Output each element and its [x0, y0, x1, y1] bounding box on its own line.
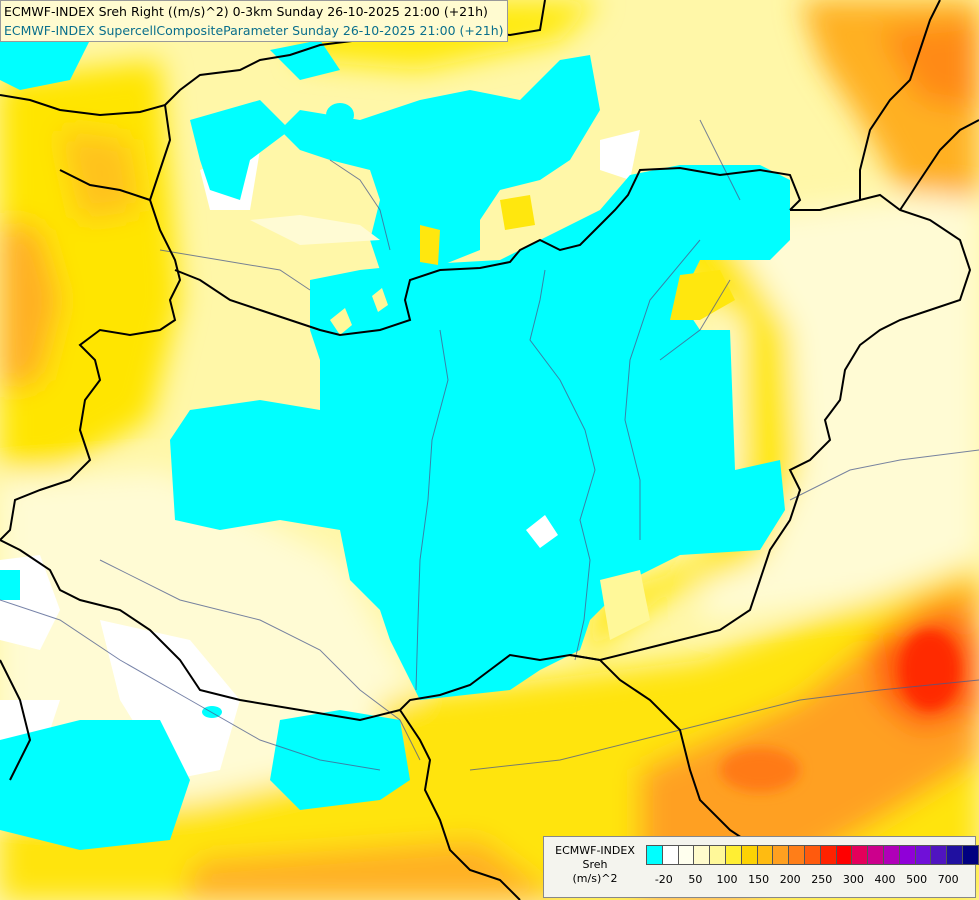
legend-swatch [677, 845, 695, 865]
legend-swatch [709, 845, 726, 865]
legend-swatch [883, 845, 900, 865]
river-danube [415, 329, 449, 691]
cyan-west-small [0, 570, 20, 600]
legend-swatch [851, 845, 869, 865]
legend-tick: 700 [937, 873, 959, 886]
border-serbia-east [569, 654, 761, 851]
legend-swatch [725, 845, 742, 865]
legend-swatch [930, 845, 948, 865]
border-sw [0, 659, 32, 781]
legend-swatch [867, 845, 884, 865]
legend-swatch [804, 845, 821, 865]
legend-swatch [788, 845, 805, 865]
legend-title-line-2: Sreh [582, 858, 608, 871]
legend-swatch [946, 845, 963, 865]
border-hungary-north [174, 166, 802, 337]
river-south [469, 679, 979, 771]
legend-swatch [819, 845, 837, 865]
cyan-north-area [280, 55, 600, 270]
river-west [159, 249, 311, 291]
cyan-south-area [270, 710, 410, 810]
legend-title-line-1: ECMWF-INDEX [555, 844, 635, 857]
sreh-max-core [720, 630, 960, 792]
cyan-holes [250, 195, 735, 640]
legend-swatch [661, 845, 679, 865]
legend-tick: -20 [654, 873, 673, 886]
legend-tick: 200 [779, 873, 801, 886]
legend-swatch [772, 845, 790, 865]
legend-swatch [740, 845, 758, 865]
border-ne [859, 0, 941, 200]
legend-tick: 300 [842, 873, 864, 886]
supercell-parameter-area [0, 40, 790, 850]
legend-swatch [898, 845, 916, 865]
legend-title: ECMWF-INDEX Sreh (m/s)^2 [546, 844, 644, 886]
border-austria-cz [59, 169, 151, 201]
legend-tick: 250 [811, 873, 833, 886]
cyan-main-area [170, 165, 790, 700]
river-ne [699, 119, 741, 201]
border-serbia-west [399, 709, 521, 900]
legend-tick: 500 [906, 873, 928, 886]
color-legend: ECMWF-INDEX Sreh (m/s)^2 -20 50 100 150 200 2… [543, 836, 979, 898]
legend-title-line-3: (m/s)^2 [572, 872, 618, 885]
cyan-far-nw [0, 40, 90, 90]
legend-swatch [756, 845, 774, 865]
river-east3 [659, 279, 731, 361]
legend-swatch [835, 845, 853, 865]
border-croatia [0, 539, 401, 722]
legend-swatch [962, 845, 979, 865]
river-drava [99, 559, 421, 761]
river-east2 [789, 449, 979, 501]
legend-tick: 50 [688, 873, 703, 886]
border-ne-2 [899, 119, 979, 211]
cyan-north-small [270, 40, 340, 80]
border-west [0, 94, 182, 541]
river-north [329, 159, 391, 251]
cyan-sw-area [0, 720, 190, 850]
legend-tick: 400 [874, 873, 896, 886]
legend-swatch [914, 845, 932, 865]
cyan-nw-area [190, 100, 290, 200]
legend-swatch [646, 845, 663, 865]
legend-tick: 100 [716, 873, 738, 886]
legend-tick: 150 [748, 873, 770, 886]
cyan-dot-2 [326, 103, 354, 127]
river-sava [0, 599, 381, 771]
legend-swatch [693, 845, 711, 865]
header-line-supercell: ECMWF-INDEX SupercellCompositeParameter … [4, 23, 504, 38]
border-hungary-east-south [399, 193, 972, 711]
rivers [0, 119, 979, 771]
header-line-sreh: ECMWF-INDEX Sreh Right ((m/s)^2) 0-3km S… [4, 4, 488, 19]
river-east [624, 239, 701, 540]
map-header: ECMWF-INDEX Sreh Right ((m/s)^2) 0-3km S… [0, 0, 508, 42]
river-tisza [529, 269, 596, 661]
